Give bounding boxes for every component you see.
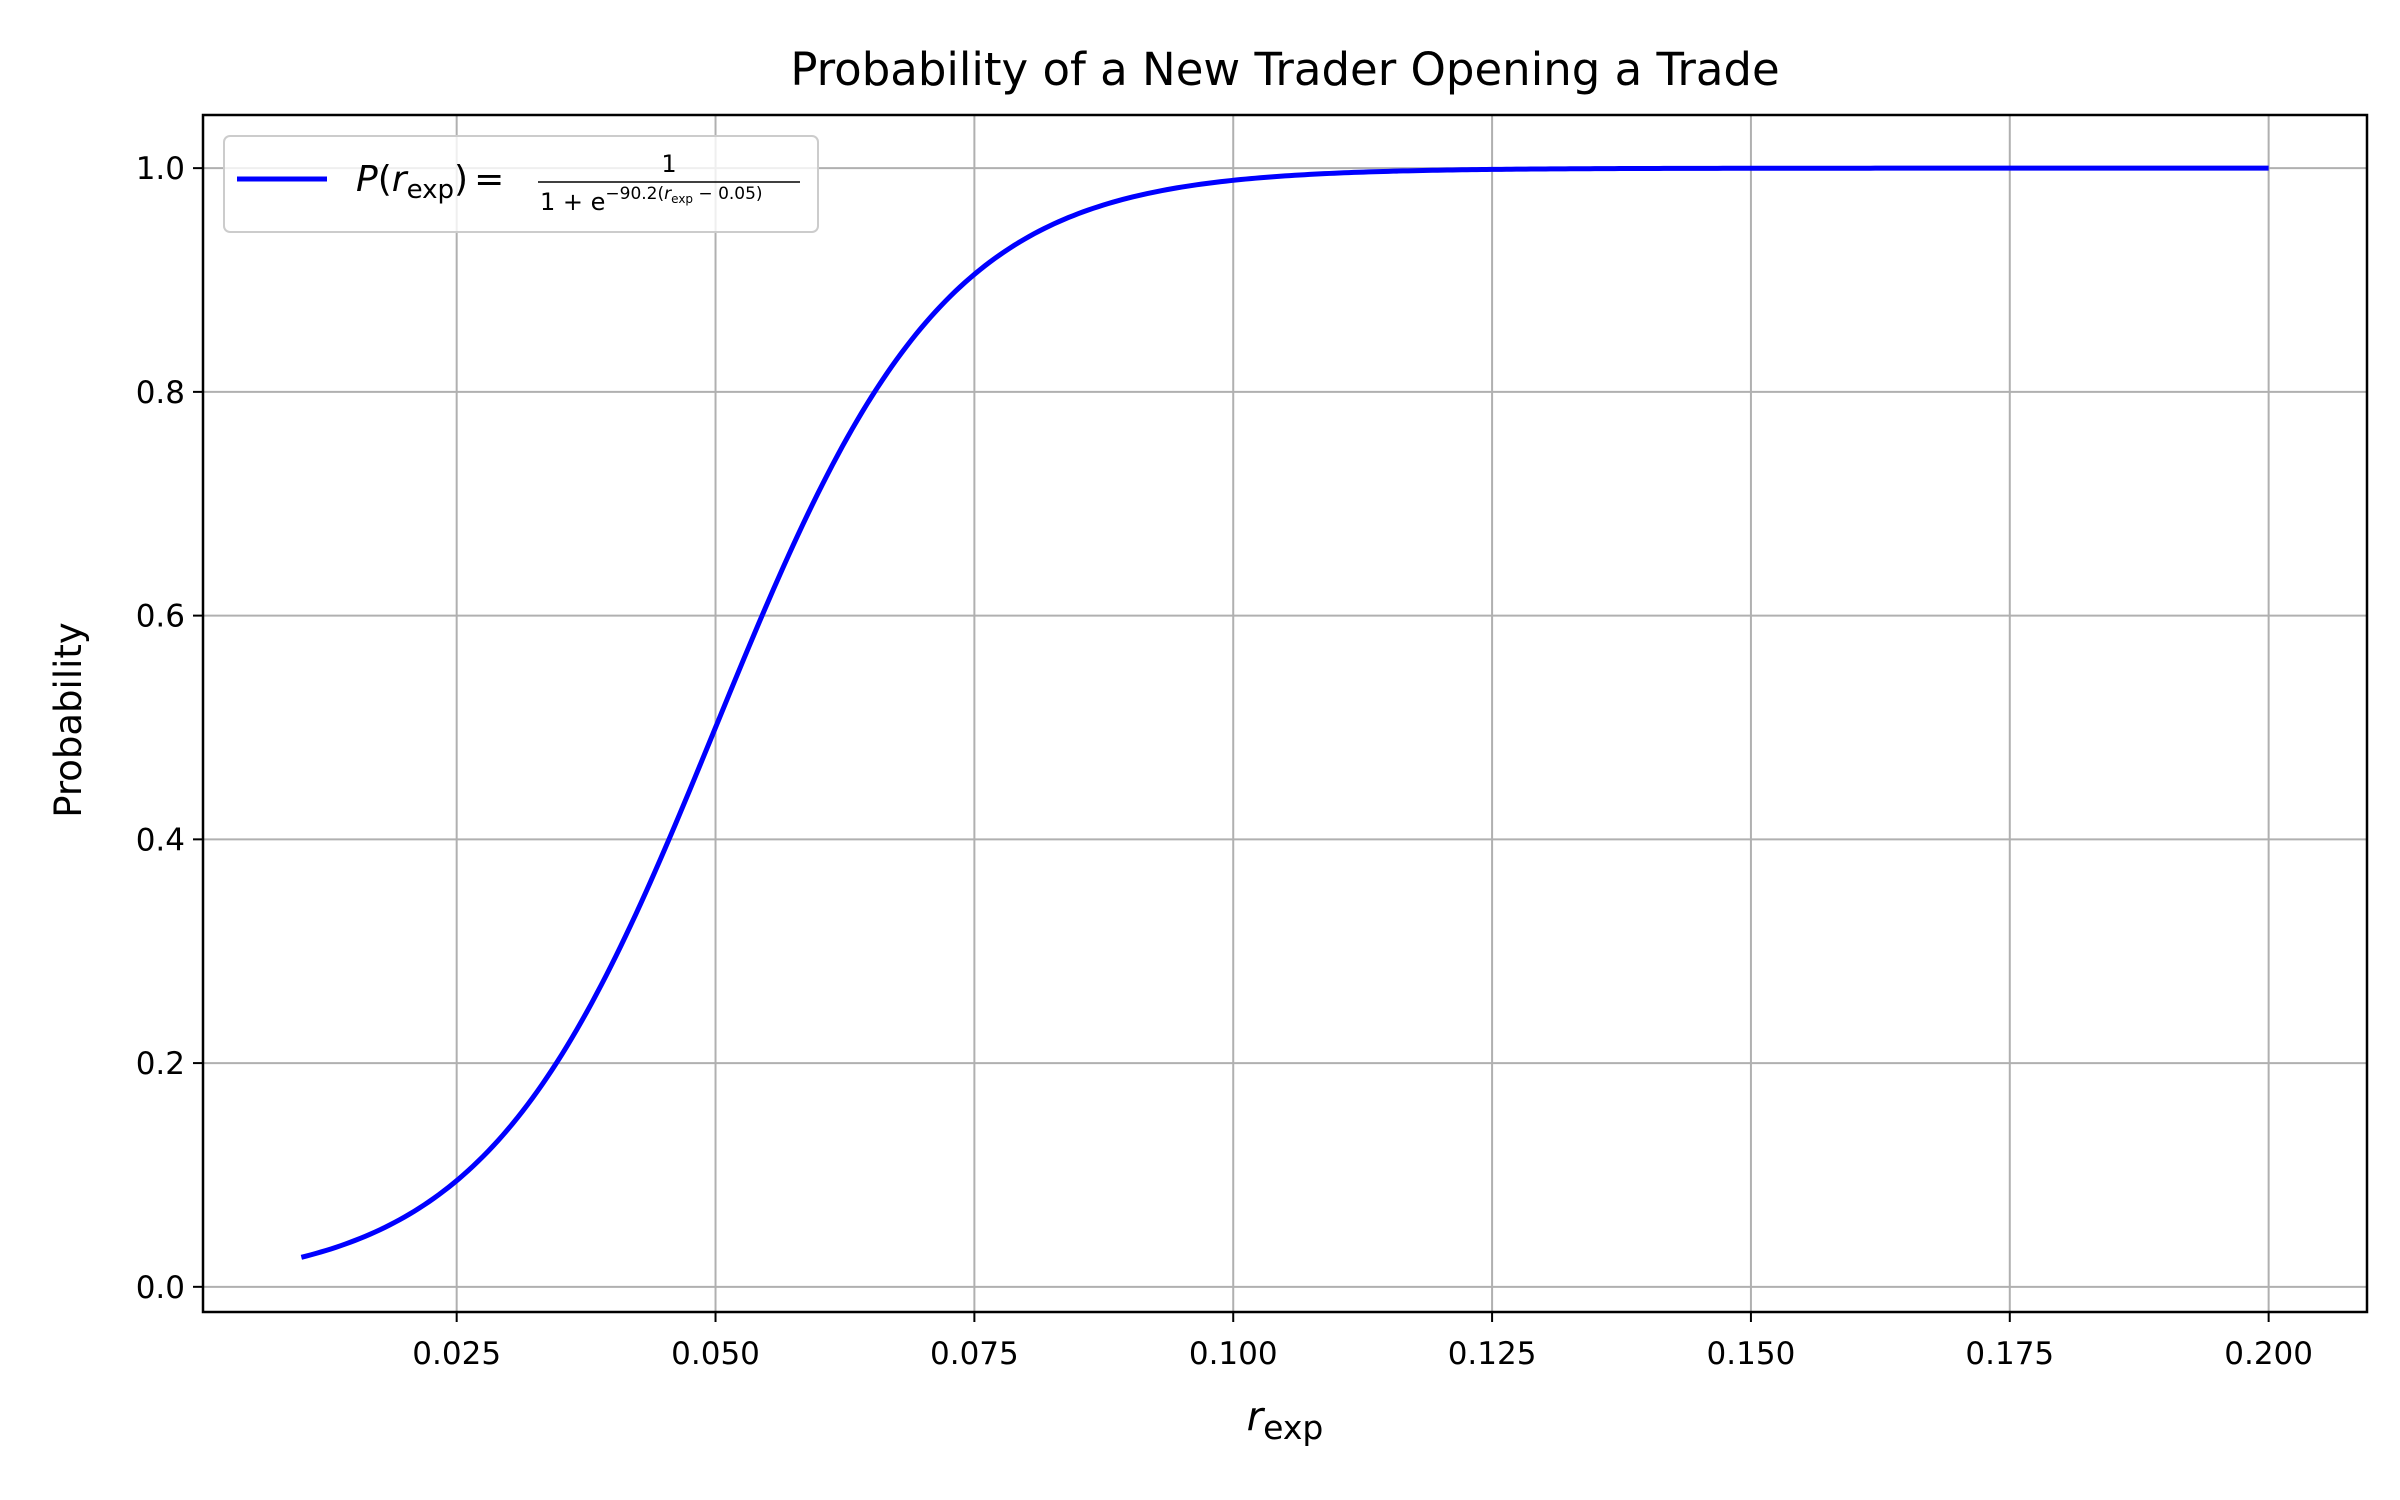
x-tick-label: 0.100	[1189, 1336, 1278, 1372]
legend-den-base: 1 + e	[540, 188, 605, 216]
y-tick-label: 0.0	[136, 1270, 185, 1306]
legend-numerator: 1	[661, 150, 676, 178]
legend: P(rexp) = 1 1 + e−90.2(rexp − 0.05)	[224, 136, 818, 232]
y-tick-label: 0.6	[136, 599, 185, 635]
x-axis-label-sub: exp	[1263, 1408, 1323, 1447]
y-tick-label: 0.2	[136, 1046, 185, 1082]
plot-area	[203, 115, 2367, 1312]
y-tick-label: 0.8	[136, 375, 185, 411]
x-tick-label: 0.150	[1707, 1336, 1796, 1372]
x-tick-label: 0.125	[1448, 1336, 1537, 1372]
x-tick-label: 0.050	[671, 1336, 760, 1372]
legend-den-exp-suffix: − 0.05)	[693, 184, 763, 204]
x-tick-label: 0.200	[2224, 1336, 2313, 1372]
y-axis-label: Probability	[47, 622, 90, 818]
legend-lhs-func: P	[356, 159, 378, 200]
y-tick-label: 1.0	[136, 151, 185, 187]
legend-equals: =	[474, 159, 504, 200]
x-tick-label: 0.075	[930, 1336, 1019, 1372]
legend-den-exp-prefix: −90.2(	[605, 184, 664, 204]
legend-den-exp-sub: exp	[671, 192, 693, 206]
chart-title: Probability of a New Trader Opening a Tr…	[790, 43, 1779, 96]
y-tick-label: 0.4	[136, 822, 185, 858]
x-tick-label: 0.175	[1965, 1336, 2054, 1372]
legend-lhs-sub: exp	[407, 175, 454, 205]
x-tick-label: 0.025	[412, 1336, 501, 1372]
